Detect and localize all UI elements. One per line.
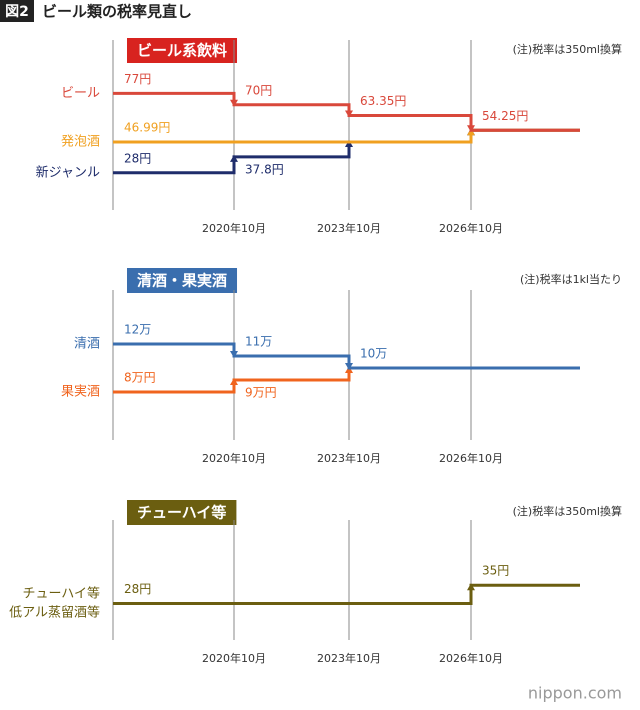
x-tick-label: 2023年10月 <box>317 221 381 235</box>
value-label: 28円 <box>124 582 151 596</box>
panel-note: (注)税率は350ml換算 <box>513 504 622 518</box>
figure-title: ビール類の税率見直し <box>42 3 192 21</box>
figure-label-box <box>0 0 34 22</box>
value-label: 9万円 <box>245 386 277 400</box>
value-label: 12万 <box>124 323 151 337</box>
value-label: 8万円 <box>124 371 156 385</box>
series-label: チューハイ等 <box>23 585 100 601</box>
series-label: 低アル蒸留酒等 <box>9 604 100 620</box>
series-label: ビール <box>61 86 100 101</box>
x-tick-label: 2026年10月 <box>439 651 503 665</box>
series-label: 果実酒 <box>61 384 100 400</box>
x-tick-label: 2023年10月 <box>317 451 381 465</box>
x-tick-label: 2023年10月 <box>317 651 381 665</box>
value-label: 70円 <box>245 83 272 97</box>
x-tick-label: 2026年10月 <box>439 451 503 465</box>
x-tick-label: 2020年10月 <box>202 451 266 465</box>
value-label: 46.99円 <box>124 121 170 135</box>
source: nippon.com <box>528 684 622 703</box>
value-label: 35円 <box>482 564 509 578</box>
value-label: 63.35円 <box>360 94 406 108</box>
panel-title: ビール系飲料 <box>137 42 227 60</box>
series-label: 清酒 <box>74 337 100 352</box>
panel-note: (注)税率は350ml換算 <box>513 42 622 56</box>
x-tick-label: 2020年10月 <box>202 221 266 235</box>
value-label: 11万 <box>245 335 272 349</box>
panel-title: 清酒・果実酒 <box>137 272 227 290</box>
x-tick-label: 2026年10月 <box>439 221 503 235</box>
x-tick-label: 2020年10月 <box>202 651 266 665</box>
panel-note: (注)税率は1kl当たり <box>520 272 622 286</box>
series-label: 発泡酒 <box>61 135 100 150</box>
value-label: 77円 <box>124 72 151 86</box>
panel-title-box <box>127 38 238 63</box>
panel-title: チューハイ等 <box>137 504 226 522</box>
panel-title-box <box>127 500 237 525</box>
value-label: 28円 <box>124 151 151 165</box>
value-label: 54.25円 <box>482 109 528 123</box>
value-label: 37.8円 <box>245 162 284 176</box>
series-label: 新ジャンル <box>36 164 100 180</box>
figure-label: 図2 <box>5 4 29 20</box>
value-label: 10万 <box>360 347 387 361</box>
panel-title-box <box>127 268 238 293</box>
